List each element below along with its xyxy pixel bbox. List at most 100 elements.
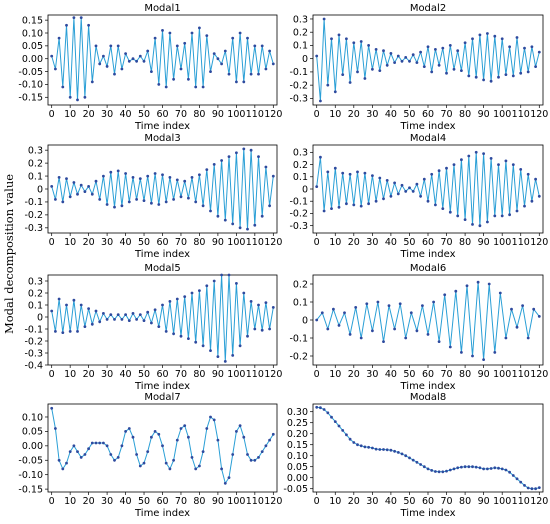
data-point xyxy=(138,54,142,58)
data-point xyxy=(474,465,478,469)
data-point xyxy=(315,405,319,409)
x-tick-label: 30 xyxy=(366,369,378,380)
data-point xyxy=(471,37,474,41)
data-point xyxy=(220,159,224,162)
data-point xyxy=(456,49,460,53)
data-point xyxy=(253,44,257,48)
data-point xyxy=(322,17,326,21)
data-point xyxy=(315,318,319,322)
data-point xyxy=(393,181,396,185)
data-point xyxy=(90,441,94,445)
x-tick-label: 10 xyxy=(329,369,341,380)
y-tick-label: 0 xyxy=(302,184,308,195)
x-tick-label: 120 xyxy=(530,109,548,120)
y-tick-label: 0.15 xyxy=(287,440,308,451)
data-point xyxy=(374,199,378,203)
x-axis-label: Time index xyxy=(134,508,190,519)
x-tick-label: 0 xyxy=(49,109,55,120)
x-tick-label: 70 xyxy=(441,496,453,507)
x-tick-label: 60 xyxy=(156,109,168,120)
x-tick-label: 30 xyxy=(366,496,378,507)
data-point xyxy=(404,190,408,193)
data-point xyxy=(57,36,61,40)
x-tick-label: 50 xyxy=(138,496,150,507)
data-point xyxy=(227,476,231,479)
data-point xyxy=(393,449,396,453)
data-point xyxy=(183,179,187,183)
data-point xyxy=(371,329,374,333)
data-point xyxy=(105,65,109,68)
data-point xyxy=(441,207,445,211)
data-point xyxy=(432,300,435,304)
data-point xyxy=(434,203,437,207)
data-point xyxy=(430,469,434,472)
y-tick-label: 0.3 xyxy=(28,145,43,156)
data-point xyxy=(72,181,76,184)
x-tick-label: 70 xyxy=(441,237,453,248)
series-line xyxy=(316,406,540,490)
x-tick-label: 120 xyxy=(264,109,282,120)
x-tick-label: 0 xyxy=(49,237,55,248)
data-point xyxy=(249,300,253,303)
data-point xyxy=(326,170,330,174)
data-point xyxy=(411,458,415,462)
x-tick-label: 20 xyxy=(348,237,360,248)
data-point xyxy=(179,67,183,71)
data-point xyxy=(443,293,447,297)
data-point xyxy=(500,214,504,218)
data-point xyxy=(142,59,146,63)
x-tick-label: 100 xyxy=(227,109,245,120)
subplot-modal3: Modal3 0 10 20 30 40 50 60 70 80 90 100 110 120 Time i… xyxy=(24,133,282,260)
data-point xyxy=(376,300,380,304)
data-point xyxy=(264,165,268,169)
y-tick-label: -0.3 xyxy=(24,223,43,234)
y-tick-label: 0.25 xyxy=(287,418,308,429)
data-point xyxy=(523,204,526,208)
data-point xyxy=(50,406,54,410)
y-tick-label: -0.05 xyxy=(283,484,308,495)
data-point xyxy=(135,59,139,63)
data-point xyxy=(72,298,76,302)
data-point xyxy=(198,289,201,292)
x-tick-label: 100 xyxy=(227,237,245,248)
data-point xyxy=(220,62,224,66)
data-point xyxy=(389,52,393,55)
data-point xyxy=(264,301,268,304)
data-point xyxy=(530,45,534,49)
data-point xyxy=(235,80,238,84)
data-point xyxy=(260,44,264,48)
data-point xyxy=(504,73,508,76)
data-point xyxy=(146,310,150,314)
data-point xyxy=(116,456,120,459)
x-axis-label: Time index xyxy=(399,121,455,132)
data-point xyxy=(94,309,98,313)
data-point xyxy=(87,23,90,27)
data-point xyxy=(476,280,480,284)
data-point xyxy=(168,467,172,471)
x-tick-label: 80 xyxy=(193,496,205,507)
data-point xyxy=(94,441,98,445)
data-point xyxy=(127,427,131,430)
data-point xyxy=(179,195,183,199)
data-point xyxy=(235,151,238,155)
data-point xyxy=(482,152,485,156)
data-point xyxy=(57,297,61,301)
y-tick-label: -0.3 xyxy=(24,348,43,359)
y-tick-label: 0.3 xyxy=(293,148,308,159)
data-point xyxy=(530,199,534,203)
x-tick-label: 0 xyxy=(314,496,320,507)
y-tick-label: 0.1 xyxy=(293,41,308,52)
data-point xyxy=(120,67,124,71)
data-point xyxy=(264,444,268,448)
y-tick-label: -0.1 xyxy=(24,197,43,208)
x-tick-label: 10 xyxy=(64,109,76,120)
data-point xyxy=(150,435,153,439)
data-point xyxy=(65,303,68,307)
data-point xyxy=(268,438,271,442)
data-point xyxy=(415,182,419,186)
data-point xyxy=(400,59,404,63)
data-point xyxy=(102,174,105,178)
data-point xyxy=(359,444,363,448)
subplot-title: Modal4 xyxy=(410,133,446,144)
data-point xyxy=(183,424,187,427)
